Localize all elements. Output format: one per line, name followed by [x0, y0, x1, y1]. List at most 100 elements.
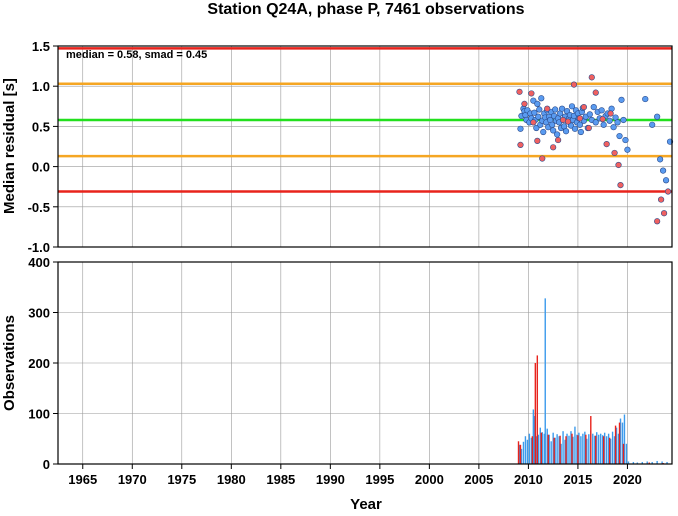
observation-bar [666, 461, 668, 464]
residual-point [598, 107, 605, 114]
residual-point [516, 88, 523, 95]
observation-bar [614, 425, 617, 464]
observation-bar [522, 441, 525, 464]
observation-bar [518, 444, 521, 464]
observation-bar [627, 461, 630, 464]
observation-bar [594, 435, 596, 464]
residual-point [564, 118, 572, 125]
observation-bar [595, 435, 597, 464]
residual-point [654, 218, 661, 225]
observation-bar [599, 433, 602, 464]
residual-point [534, 100, 541, 107]
x-tick-label: 1980 [217, 472, 246, 487]
residual-point [600, 121, 607, 128]
residual-point [570, 81, 578, 88]
residual-panel: 1.5 1.0 0.5 0.0 -0.5 -1.0 median = 0.58, smad… [1, 39, 674, 255]
observation-bar [625, 443, 628, 464]
residual-y-tick-label: -0.5 [28, 200, 50, 215]
residual-panel-frame [57, 45, 673, 248]
observation-bar [622, 443, 625, 464]
observations-panel: 400 300 200 100 0 1965 1970 1975 1980 1985 1990 19… [1, 255, 673, 513]
residual-point [531, 109, 538, 116]
residual-point [614, 119, 621, 126]
observation-bar [537, 434, 540, 464]
residual-point [599, 116, 606, 123]
residual-point [615, 161, 622, 169]
observation-bar [601, 435, 604, 464]
residual-point [530, 119, 537, 126]
observations-panel-frame [57, 261, 673, 465]
residual-point [606, 117, 613, 124]
residual-point [654, 113, 661, 120]
observation-bar [596, 432, 598, 464]
residual-point [592, 119, 599, 126]
residual-point [622, 136, 629, 144]
observation-bar [562, 431, 564, 464]
x-tick-label: 2005 [464, 472, 493, 487]
observation-bar [578, 432, 580, 464]
observations-y-tick-label: 200 [28, 356, 50, 371]
observation-bar [623, 414, 626, 464]
observation-bar [618, 422, 621, 464]
residual-point [603, 140, 610, 148]
observations-y-tick-label: 100 [28, 407, 50, 422]
observation-bar [559, 435, 561, 464]
observation-bar [544, 298, 546, 464]
observation-bar [558, 436, 560, 464]
residual-point [533, 124, 540, 132]
residual-point [592, 89, 599, 96]
x-tick-label: 2020 [613, 472, 642, 487]
x-tick-label: 1975 [167, 472, 196, 487]
residual-point [539, 155, 546, 162]
observation-bar [592, 433, 594, 464]
residual-point [610, 124, 617, 131]
observation-bar [541, 432, 543, 464]
residual-point [538, 95, 545, 102]
observations-y-axis-label: Observations [1, 315, 18, 411]
observation-bar [607, 433, 610, 464]
observation-bar [577, 435, 579, 464]
observations-y-tick-label: 400 [28, 255, 50, 270]
observation-bar [615, 427, 618, 464]
residual-point [540, 128, 547, 136]
residual-y-tick-label: 0.0 [32, 160, 50, 175]
x-axis-label: Year [350, 496, 382, 511]
residual-point [659, 167, 667, 174]
residual-point [576, 121, 584, 128]
observation-bar [565, 436, 567, 464]
x-tick-label: 1990 [316, 472, 345, 487]
residual-point [517, 141, 524, 148]
observation-bar [585, 434, 587, 464]
residual-point [562, 128, 570, 135]
observation-bar [588, 434, 590, 464]
observation-bar [568, 435, 570, 464]
residual-point [517, 125, 524, 132]
residual-y-tick-label: 1.0 [32, 79, 50, 94]
residual-point [552, 106, 559, 113]
residual-point [657, 156, 664, 163]
residual-point [620, 116, 627, 124]
residual-point [534, 137, 541, 144]
residual-point [586, 111, 593, 118]
observation-bar [520, 448, 523, 464]
observation-bar [576, 434, 578, 464]
observation-bar [605, 436, 608, 464]
observation-bar [617, 433, 620, 464]
x-tick-label: 2010 [514, 472, 543, 487]
observation-bar [648, 462, 650, 464]
x-tick-label: 2000 [415, 472, 444, 487]
residual-point [554, 131, 561, 138]
residual-y-tick-label: -1.0 [28, 240, 50, 255]
residual-point [558, 105, 566, 112]
observation-bar [571, 433, 573, 464]
x-tick-label: 1965 [68, 472, 97, 487]
observation-bar [546, 428, 548, 464]
residual-y-tick-label: 1.5 [32, 39, 50, 54]
observation-bar [602, 436, 605, 464]
observation-bar [547, 434, 549, 464]
residual-point [662, 177, 670, 184]
residual-point [607, 110, 614, 117]
residual-point [649, 121, 656, 128]
